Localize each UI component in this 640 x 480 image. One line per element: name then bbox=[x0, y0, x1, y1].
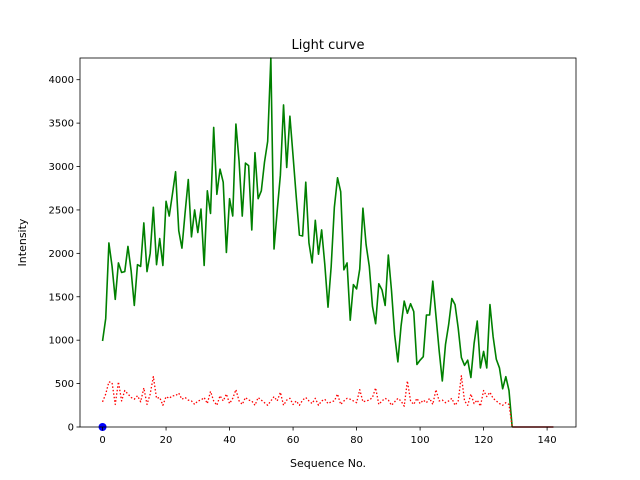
y-axis: 0 500 1000 1500 2000 2500 3000 3500 4000 bbox=[49, 75, 80, 434]
x-tick-label: 40 bbox=[223, 435, 236, 446]
y-tick-label: 3500 bbox=[49, 119, 74, 130]
x-tick-label: 80 bbox=[350, 435, 363, 446]
axes-frame bbox=[79, 57, 577, 428]
x-tick-label: 140 bbox=[538, 435, 557, 446]
y-tick-label: 2500 bbox=[49, 205, 74, 216]
y-tick-label: 3000 bbox=[49, 162, 74, 173]
y-tick-label: 4000 bbox=[49, 75, 74, 86]
y-tick-label: 1000 bbox=[49, 336, 74, 347]
x-tick-label: 20 bbox=[160, 435, 173, 446]
plot-lines bbox=[98, 57, 554, 431]
y-tick-label: 2000 bbox=[49, 249, 74, 260]
x-tick-label: 120 bbox=[474, 435, 493, 446]
y-axis-label: Intensity bbox=[16, 218, 29, 266]
x-axis-label: Sequence No. bbox=[290, 457, 366, 470]
x-axis: 0 20 40 60 80 100 120 140 bbox=[99, 427, 557, 446]
y-tick-label: 0 bbox=[68, 423, 74, 434]
y-tick-label: 500 bbox=[55, 379, 74, 390]
y-tick-label: 1500 bbox=[49, 292, 74, 303]
series-1-line bbox=[101, 57, 513, 428]
chart-title: Light curve bbox=[292, 38, 365, 53]
x-tick-label: 0 bbox=[99, 435, 105, 446]
x-tick-label: 60 bbox=[287, 435, 300, 446]
x-tick-label: 100 bbox=[411, 435, 430, 446]
series-2-line bbox=[101, 375, 513, 428]
